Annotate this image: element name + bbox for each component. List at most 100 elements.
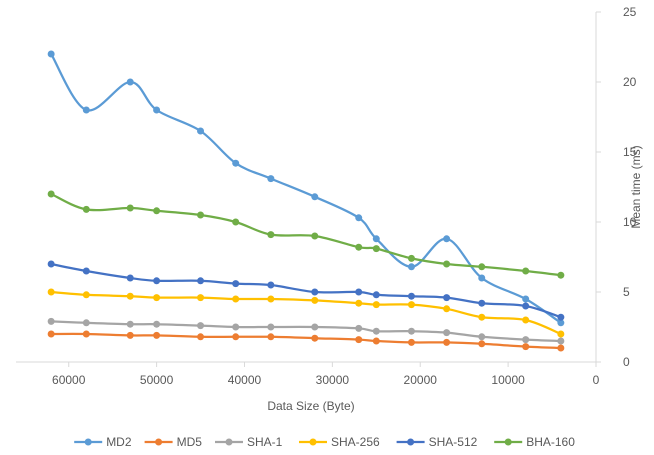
legend-label-sha-1: SHA-1 [247,435,283,449]
data-point-md2 [355,214,363,222]
series-md5 [47,330,565,352]
y-tick-label: 10 [623,215,637,229]
legend-item-sha-1: SHA-1 [215,435,283,449]
x-tick-label: 60000 [52,373,86,387]
data-point-sha-256 [126,292,134,300]
legend-marker-bha-160 [504,438,512,446]
data-point-md2 [47,50,55,58]
data-point-bha-160 [372,245,380,253]
data-point-sha-1 [82,319,90,327]
data-point-sha-512 [407,292,415,300]
legend-label-md2: MD2 [106,435,132,449]
data-point-bha-160 [126,204,134,212]
legend-label-sha-512: SHA-512 [429,435,478,449]
data-point-sha-256 [522,316,530,324]
data-point-sha-512 [478,299,486,307]
series-line-md2 [50,53,562,324]
data-point-sha-1 [232,323,240,331]
x-tick-label: 10000 [491,373,525,387]
data-point-bha-160 [47,190,55,198]
series-md2 [47,50,565,327]
legend-item-sha-256: SHA-256 [299,435,380,449]
data-point-sha-1 [267,323,275,331]
data-point-bha-160 [232,218,240,226]
data-point-sha-1 [197,322,205,330]
data-point-sha-512 [372,291,380,299]
data-point-sha-1 [557,337,565,345]
data-point-sha-256 [82,291,90,299]
data-point-sha-512 [267,281,275,289]
data-point-md5 [47,330,55,338]
data-point-md5 [126,331,134,339]
data-point-md2 [126,78,134,86]
data-point-sha-256 [197,294,205,302]
y-tick-label: 25 [623,5,637,19]
data-point-sha-512 [311,288,319,296]
legend-label-bha-160: BHA-160 [526,435,575,449]
legend-item-bha-160: BHA-160 [494,435,575,449]
data-point-md2 [557,319,565,327]
data-point-sha-512 [82,267,90,275]
legend-marker-md5 [155,438,163,446]
legend-marker-sha-1 [225,438,233,446]
data-point-sha-1 [372,327,380,335]
legend-marker-sha-256 [309,438,317,446]
data-point-bha-160 [557,271,565,279]
data-point-sha-256 [355,299,363,307]
data-point-sha-1 [478,333,486,341]
data-point-sha-1 [47,317,55,325]
data-point-bha-160 [443,260,451,268]
data-point-sha-256 [372,301,380,309]
legend-item-md2: MD2 [74,435,132,449]
data-point-md5 [232,333,240,341]
data-point-bha-160 [355,243,363,251]
data-point-md2 [153,106,161,114]
legend: MD2 MD5 SHA-1 SHA-256 SHA-512 BHA-160 [74,435,575,449]
legend-item-sha-512: SHA-512 [396,435,478,449]
legend-item-md5: MD5 [144,435,203,449]
y-tick-label: 20 [623,75,637,89]
data-point-sha-512 [47,260,55,268]
data-point-md5 [522,343,530,351]
legend-marker-sha-512 [407,438,415,446]
y-tick-label: 0 [623,355,630,369]
legend-label-md5: MD5 [177,435,203,449]
legend-marker-md2 [84,438,92,446]
data-point-sha-512 [232,280,240,288]
data-point-md2 [82,106,90,114]
series-sha-512 [47,260,565,321]
data-point-md2 [232,159,240,167]
series-bha-160 [47,190,565,279]
data-point-md5 [267,333,275,341]
data-point-sha-1 [522,336,530,344]
data-point-bha-160 [522,267,530,275]
x-tick-label: 20000 [404,373,438,387]
data-point-sha-512 [557,313,565,321]
data-point-bha-160 [197,211,205,219]
series-sha-1 [47,317,565,345]
data-point-md2 [478,274,486,282]
data-point-md5 [82,330,90,338]
data-point-sha-1 [153,320,161,328]
data-point-sha-512 [443,294,451,302]
data-point-md5 [557,344,565,352]
y-tick-label: 5 [623,285,630,299]
data-point-sha-1 [355,324,363,332]
data-point-sha-512 [355,288,363,296]
data-point-md2 [522,295,530,303]
data-point-md5 [372,337,380,345]
data-point-bha-160 [311,232,319,240]
data-point-bha-160 [153,207,161,215]
axes: 60000 50000 40000 30000 20000 10000 0 0 5 10 15 20 2… [16,5,637,387]
data-point-sha-256 [232,295,240,303]
data-point-sha-256 [478,313,486,321]
data-point-sha-256 [153,294,161,302]
series-line-sha-512 [50,262,562,319]
data-point-bha-160 [407,254,415,262]
data-point-bha-160 [267,231,275,239]
data-point-md2 [311,193,319,201]
data-point-sha-256 [443,305,451,313]
data-point-md2 [443,235,451,243]
data-point-md5 [153,331,161,339]
